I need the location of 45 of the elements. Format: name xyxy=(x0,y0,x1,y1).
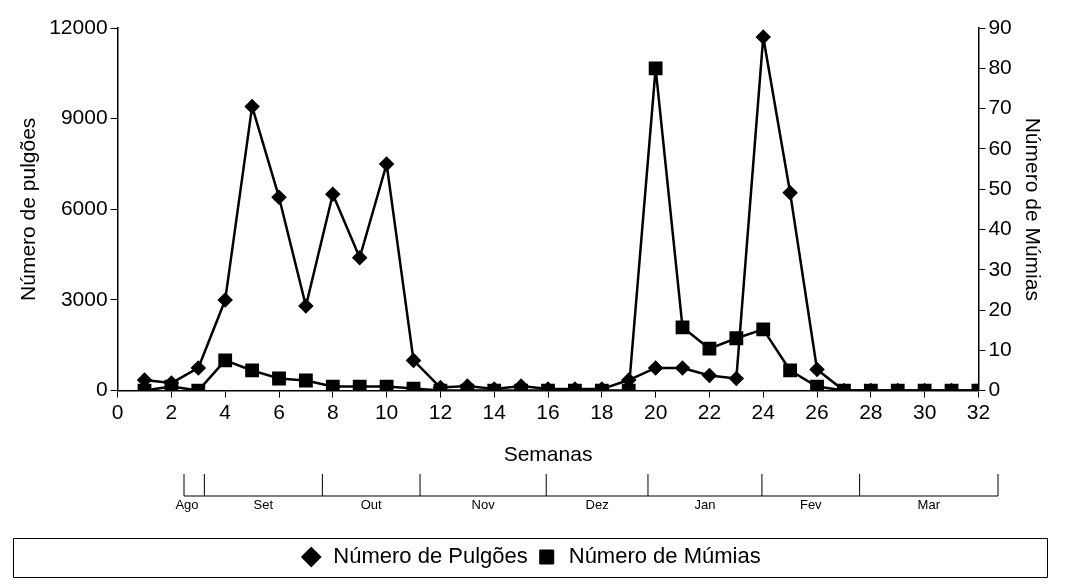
y2-tick-label: 90 xyxy=(988,14,1012,38)
y2-tick-label: 30 xyxy=(988,256,1012,280)
y2-tick-label: 70 xyxy=(988,95,1012,119)
y2-axis-title: Número de Múmias xyxy=(1021,117,1045,301)
x-tick-label: 12 xyxy=(428,400,453,423)
x-tick-label: 28 xyxy=(859,400,883,423)
x-tick-label: 8 xyxy=(326,400,339,423)
y-tick-label: 3000 xyxy=(60,286,108,310)
x-tick-label: 20 xyxy=(643,400,668,423)
x-tick-label: 10 xyxy=(374,400,399,423)
text: Nov xyxy=(471,497,496,513)
y2-tick-label: 20 xyxy=(988,296,1012,320)
x-tick-label: 2 xyxy=(165,400,178,423)
y-axis-title: Número de pulgões xyxy=(16,117,40,301)
y2-tick-label: 0 xyxy=(988,377,1001,401)
x-tick-label: 24 xyxy=(751,400,776,423)
x-tick-label: 14 xyxy=(482,400,507,423)
text: Mar xyxy=(917,497,941,513)
x-tick-label: 0 xyxy=(111,400,124,423)
text: Jan xyxy=(694,497,716,513)
text: Set xyxy=(253,497,274,513)
y2-tick-label: 50 xyxy=(988,175,1012,199)
y2-tick-label: 10 xyxy=(988,337,1012,361)
text: Fev xyxy=(799,497,823,513)
text: Out xyxy=(360,497,383,513)
legend-label: Número de Múmias xyxy=(568,543,761,569)
x-axis-title: Semanas xyxy=(503,442,593,466)
x-tick-label: 6 xyxy=(273,400,285,423)
y2-tick-label: 60 xyxy=(988,135,1012,159)
y-tick-label: 0 xyxy=(95,377,108,401)
y-tick-label: 12000 xyxy=(49,14,108,38)
y2-tick-label: 80 xyxy=(988,55,1012,79)
legend-label: Número de Pulgões xyxy=(333,543,528,569)
x-tick-label: 32 xyxy=(966,400,991,423)
x-tick-label: 30 xyxy=(912,400,937,423)
y-tick-label: 6000 xyxy=(60,196,108,220)
x-tick-label: 4 xyxy=(219,400,232,423)
y-tick-label: 9000 xyxy=(60,105,108,129)
text: Dez xyxy=(585,497,609,513)
x-tick-label: 16 xyxy=(536,400,560,423)
x-tick-label: 22 xyxy=(697,400,722,423)
y2-tick-label: 40 xyxy=(988,216,1012,240)
x-tick-label: 26 xyxy=(805,400,829,423)
x-tick-label: 18 xyxy=(590,400,614,423)
text: Ago xyxy=(175,497,199,513)
